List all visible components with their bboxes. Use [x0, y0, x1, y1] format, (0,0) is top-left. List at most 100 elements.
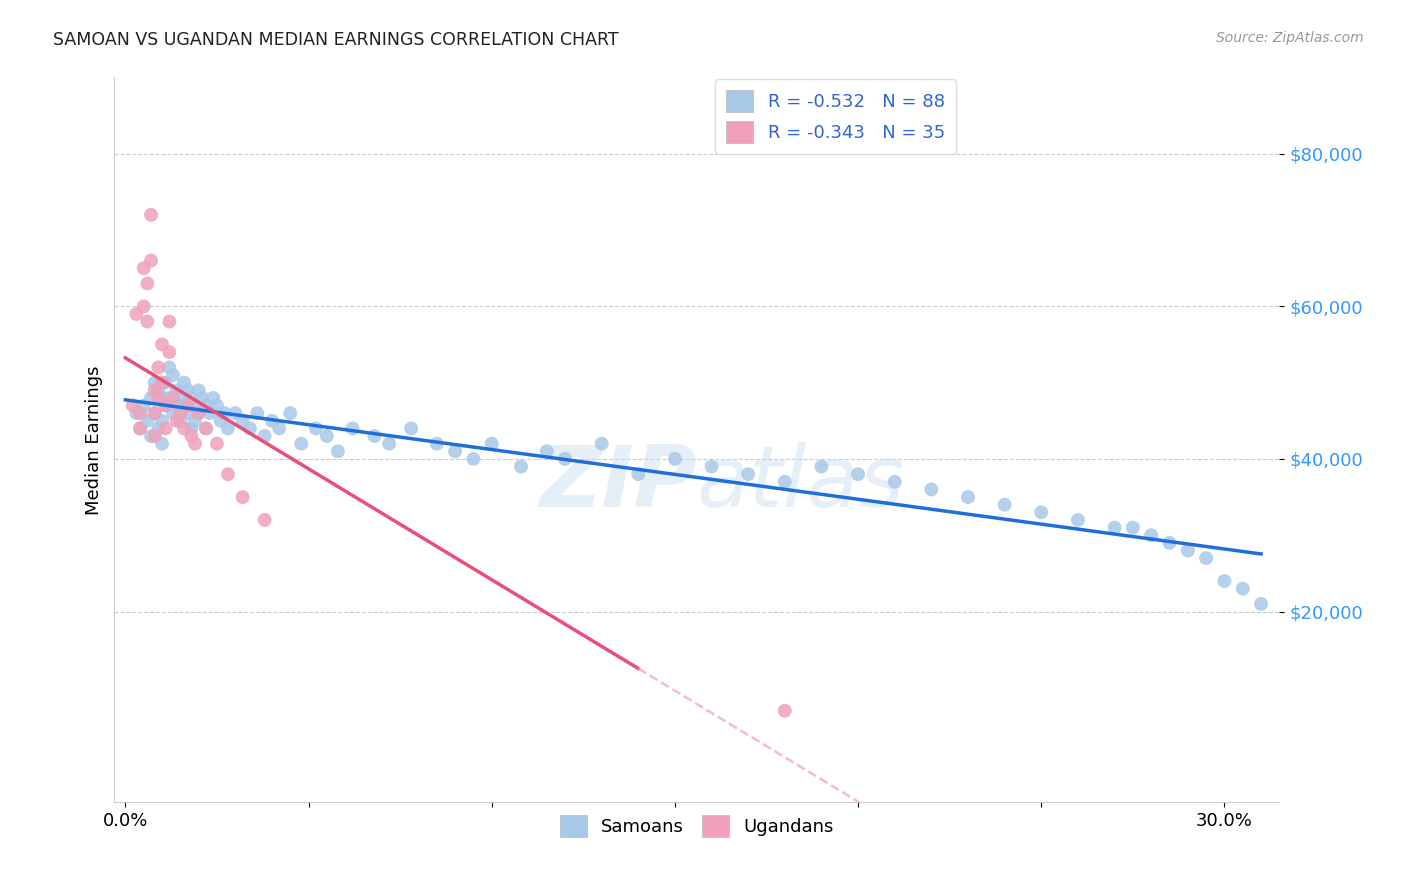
Point	[195, 399, 218, 413]
Point	[1213, 574, 1236, 588]
Point	[1195, 551, 1218, 566]
Point	[205, 436, 228, 450]
Point	[162, 368, 184, 382]
Point	[232, 414, 254, 428]
Point	[180, 429, 202, 443]
Point	[121, 399, 143, 413]
Point	[125, 406, 148, 420]
Point	[148, 391, 170, 405]
Point	[166, 414, 188, 428]
Point	[846, 467, 869, 482]
Point	[157, 391, 180, 405]
Point	[554, 451, 576, 466]
Point	[166, 384, 188, 398]
Point	[139, 208, 162, 222]
Point	[664, 451, 686, 466]
Point	[994, 498, 1017, 512]
Point	[956, 490, 979, 504]
Point	[1250, 597, 1272, 611]
Point	[155, 399, 177, 413]
Text: ZIP: ZIP	[540, 442, 697, 524]
Point	[187, 406, 209, 420]
Point	[136, 315, 159, 329]
Point	[883, 475, 905, 489]
Point	[591, 436, 613, 450]
Point	[481, 436, 503, 450]
Point	[176, 399, 198, 413]
Point	[187, 384, 209, 398]
Point	[214, 406, 236, 420]
Point	[290, 436, 312, 450]
Point	[184, 414, 207, 428]
Point	[139, 391, 162, 405]
Point	[773, 475, 796, 489]
Point	[399, 421, 422, 435]
Point	[148, 421, 170, 435]
Point	[125, 307, 148, 321]
Point	[169, 391, 191, 405]
Point	[920, 483, 942, 497]
Point	[202, 391, 225, 405]
Point	[176, 384, 198, 398]
Point	[143, 384, 166, 398]
Point	[129, 406, 152, 420]
Point	[253, 429, 276, 443]
Point	[1140, 528, 1163, 542]
Point	[773, 704, 796, 718]
Point	[326, 444, 349, 458]
Point	[187, 406, 209, 420]
Point	[180, 391, 202, 405]
Point	[136, 414, 159, 428]
Point	[363, 429, 385, 443]
Point	[1177, 543, 1199, 558]
Point	[1232, 582, 1254, 596]
Point	[180, 421, 202, 435]
Point	[169, 414, 191, 428]
Point	[209, 414, 232, 428]
Point	[1031, 505, 1053, 519]
Point	[510, 459, 533, 474]
Point	[157, 345, 180, 359]
Point	[143, 406, 166, 420]
Point	[184, 436, 207, 450]
Point	[195, 421, 218, 435]
Point	[260, 414, 283, 428]
Point	[143, 429, 166, 443]
Point	[143, 376, 166, 390]
Point	[132, 399, 155, 413]
Point	[150, 414, 173, 428]
Point	[173, 421, 195, 435]
Point	[232, 490, 254, 504]
Point	[1067, 513, 1090, 527]
Point	[166, 399, 188, 413]
Point	[139, 429, 162, 443]
Point	[1122, 520, 1144, 534]
Point	[191, 391, 214, 405]
Point	[155, 421, 177, 435]
Point	[463, 451, 485, 466]
Point	[253, 513, 276, 527]
Y-axis label: Median Earnings: Median Earnings	[86, 365, 103, 515]
Text: SAMOAN VS UGANDAN MEDIAN EARNINGS CORRELATION CHART: SAMOAN VS UGANDAN MEDIAN EARNINGS CORREL…	[53, 31, 619, 49]
Point	[444, 444, 467, 458]
Point	[139, 253, 162, 268]
Point	[239, 421, 262, 435]
Point	[176, 406, 198, 420]
Point	[155, 376, 177, 390]
Point	[157, 315, 180, 329]
Point	[173, 376, 195, 390]
Point	[700, 459, 723, 474]
Point	[378, 436, 401, 450]
Point	[198, 406, 221, 420]
Point	[1159, 536, 1181, 550]
Point	[315, 429, 337, 443]
Point	[150, 391, 173, 405]
Point	[155, 399, 177, 413]
Point	[810, 459, 832, 474]
Point	[217, 421, 239, 435]
Point	[132, 299, 155, 313]
Point	[205, 399, 228, 413]
Point	[129, 421, 152, 435]
Point	[150, 376, 173, 390]
Point	[148, 384, 170, 398]
